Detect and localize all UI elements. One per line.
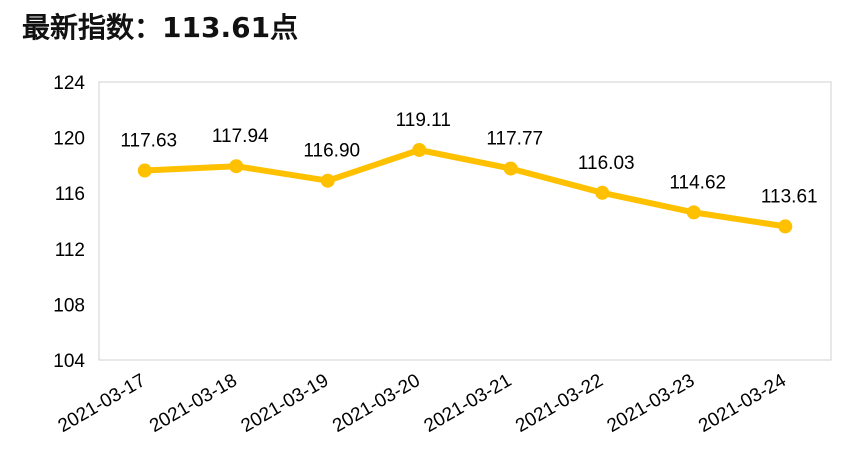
data-label: 117.94 <box>212 126 269 147</box>
x-tick-label: 2021-03-21 <box>421 370 516 437</box>
x-axis-ticks: 2021-03-172021-03-182021-03-192021-03-20… <box>55 370 791 437</box>
data-label: 117.63 <box>120 131 177 152</box>
data-labels: 117.63 117.94 116.90 119.11 117.77 116.03 114.… <box>120 110 817 207</box>
y-tick-label: 124 <box>53 73 85 94</box>
data-label: 114.62 <box>669 172 726 193</box>
y-tick-label: 120 <box>53 129 85 150</box>
title-unit: 点 <box>270 11 299 44</box>
y-axis-ticks: 104 108 112 116 120 124 <box>53 73 85 372</box>
page-title: 最新指数：113.61点 <box>22 6 298 46</box>
data-points <box>137 142 793 234</box>
x-tick-label: 2021-03-19 <box>238 370 333 437</box>
data-point <box>412 142 427 157</box>
data-point <box>595 185 610 200</box>
data-point <box>686 205 701 220</box>
y-tick-label: 104 <box>53 351 85 372</box>
data-label: 117.77 <box>486 129 543 150</box>
x-tick-label: 2021-03-22 <box>512 370 607 437</box>
x-tick-label: 2021-03-17 <box>55 370 150 437</box>
title-label: 最新指数： <box>22 11 163 44</box>
data-label: 116.90 <box>303 141 360 162</box>
y-tick-label: 108 <box>53 295 85 316</box>
data-point <box>320 173 335 188</box>
x-tick-label: 2021-03-24 <box>695 370 790 437</box>
data-label: 119.11 <box>396 110 451 131</box>
data-label: 116.03 <box>578 153 635 174</box>
data-point <box>778 219 793 234</box>
series-line <box>141 147 789 230</box>
data-label: 113.61 <box>761 186 818 207</box>
title-value: 113.61 <box>162 11 271 44</box>
y-tick-label: 116 <box>55 184 85 205</box>
data-point <box>137 163 152 178</box>
data-point <box>229 159 244 174</box>
x-tick-label: 2021-03-18 <box>146 370 241 437</box>
data-point <box>503 161 518 176</box>
plot-area-border <box>98 81 832 361</box>
y-tick-label: 112 <box>55 240 85 261</box>
x-tick-label: 2021-03-20 <box>329 370 424 437</box>
x-tick-label: 2021-03-23 <box>604 370 699 437</box>
